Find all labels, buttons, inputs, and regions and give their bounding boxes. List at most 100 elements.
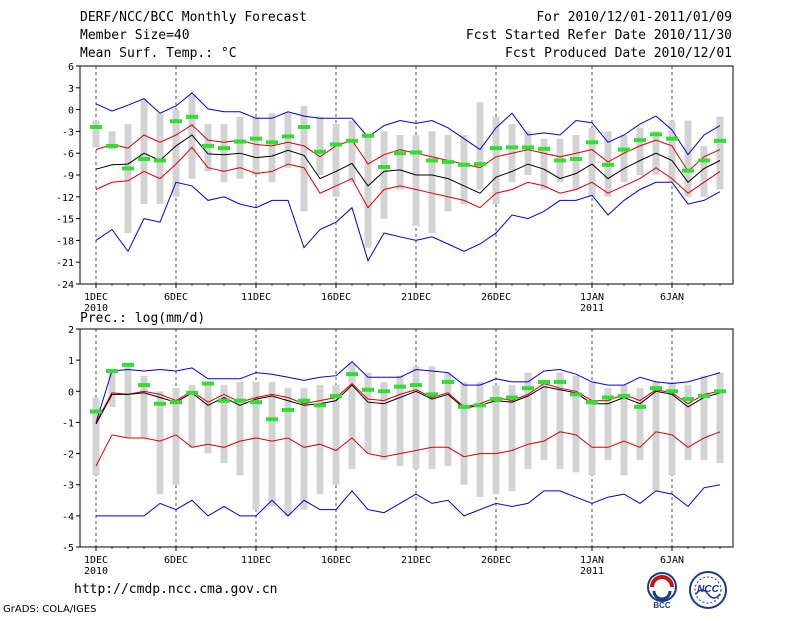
temp-box-11: [252, 116, 260, 175]
prec-marker-3: [122, 362, 134, 367]
prec-box-8: [204, 381, 212, 454]
grads-credit: GrADS: COLA/IGES: [3, 604, 97, 615]
source-url[interactable]: http://cmdp.ncc.cma.gov.cn: [74, 582, 278, 597]
prec-panel-title: Prec.: log(mm/d): [80, 311, 205, 326]
prec-xtick-label: 16DEC: [321, 555, 351, 566]
prec-box-11: [252, 381, 260, 510]
prec-xtick-year-label: 2011: [580, 566, 604, 577]
temp-box-4: [140, 100, 148, 205]
temp-xtick-label: 6DEC: [164, 292, 188, 303]
forecast-started-label: Fcst Started Refer Date 2010/11/30: [465, 28, 732, 43]
prec-marker-16: [330, 393, 342, 398]
prec-box-18: [364, 372, 372, 454]
temp-box-19: [380, 131, 388, 219]
temp-box-14: [300, 105, 308, 212]
temp-box-20: [396, 135, 404, 190]
temp-box-12: [268, 113, 276, 183]
temp-marker-1: [90, 125, 102, 130]
prec-marker-26: [490, 397, 502, 402]
temp-xtick-label: 1DEC: [84, 292, 108, 303]
prec-box-29: [540, 381, 548, 460]
prec-marker-27: [506, 395, 518, 400]
temp-box-13: [284, 113, 292, 168]
forecast-period-label: For 2010/12/01-2011/01/09: [536, 10, 732, 25]
prec-marker-22: [426, 392, 438, 397]
prec-box-38: [684, 385, 692, 460]
temp-marker-28: [522, 145, 534, 150]
prec-box-36: [652, 381, 660, 491]
temp-box-38: [684, 120, 692, 197]
temp-marker-19: [378, 165, 390, 170]
temp-marker-37: [666, 136, 678, 141]
temp-ytick-label: -6: [62, 149, 74, 160]
prec-box-2: [108, 369, 116, 407]
temp-marker-5: [154, 158, 166, 163]
temp-box-26: [492, 116, 500, 205]
prec-marker-33: [602, 395, 614, 400]
prec-marker-23: [442, 379, 454, 384]
prec-box-5: [156, 391, 164, 495]
prec-marker-12: [266, 417, 278, 422]
prec-box-31: [572, 375, 580, 473]
temp-marker-33: [602, 162, 614, 167]
prec-xtick-label: 1JAN: [580, 555, 604, 566]
temp-marker-31: [570, 157, 582, 162]
temp-marker-20: [394, 151, 406, 156]
prec-box-15: [316, 385, 324, 495]
prec-xtick-label: 11DEC: [241, 555, 271, 566]
prec-xtick-label: 6JAN: [660, 555, 684, 566]
prec-marker-24: [458, 404, 470, 409]
temp-marker-40: [714, 138, 726, 143]
ncc-logo: NCC: [689, 571, 727, 609]
temp-marker-2: [106, 143, 118, 148]
prec-ytick-label: -5: [62, 543, 74, 554]
temp-ytick-label: -15: [56, 215, 74, 226]
prec-marker-36: [650, 386, 662, 391]
temp-ytick-label: 3: [68, 84, 74, 95]
prec-box-19: [380, 381, 388, 460]
prec-marker-4: [138, 383, 150, 388]
prec-box-22: [428, 366, 436, 470]
temp-xtick-label: 26DEC: [481, 292, 511, 303]
temp-ytick-label: -24: [56, 280, 74, 291]
prec-marker-30: [554, 379, 566, 384]
temp-marker-18: [362, 133, 374, 138]
temp-box-37: [668, 120, 676, 183]
temp-box-22: [428, 131, 436, 234]
prec-marker-5: [154, 401, 166, 406]
temp-ytick-label: -3: [62, 127, 74, 138]
prec-box-12: [268, 381, 276, 507]
prec-box-21: [412, 366, 420, 470]
temp-marker-32: [586, 140, 598, 145]
prec-box-34: [620, 385, 628, 476]
prec-ytick-label: -1: [62, 418, 74, 429]
temp-box-31: [572, 135, 580, 190]
temp-xtick-label: 11DEC: [241, 292, 271, 303]
prec-xtick-label: 1DEC: [84, 555, 108, 566]
temp-box-39: [700, 145, 708, 197]
temp-xtick-year-label: 2011: [580, 303, 604, 314]
temp-marker-4: [138, 157, 150, 162]
prec-marker-9: [218, 398, 230, 403]
temp-marker-8: [202, 143, 214, 148]
temp-box-1: [92, 120, 100, 148]
temp-ytick-label: -12: [56, 193, 74, 204]
forecast-produced-label: Fcst Produced Date 2010/12/01: [505, 46, 732, 61]
temp-marker-30: [554, 158, 566, 163]
prec-box-7: [188, 385, 196, 448]
temp-line-upper-envelope: [95, 92, 721, 156]
prec-marker-29: [538, 379, 550, 384]
prec-box-24: [460, 381, 468, 485]
bcc-logo-text: BCC: [653, 601, 671, 610]
prec-box-30: [556, 372, 564, 470]
prec-marker-39: [698, 393, 710, 398]
temp-line-ensemble-mean: [95, 134, 721, 194]
prec-box-9: [220, 385, 228, 463]
temp-marker-7: [186, 114, 198, 119]
temp-marker-22: [426, 158, 438, 163]
prec-box-27: [508, 385, 516, 491]
temp-marker-39: [698, 158, 710, 163]
temp-box-25: [476, 102, 484, 190]
prec-box-40: [716, 372, 724, 463]
temp-marker-10: [234, 139, 246, 144]
